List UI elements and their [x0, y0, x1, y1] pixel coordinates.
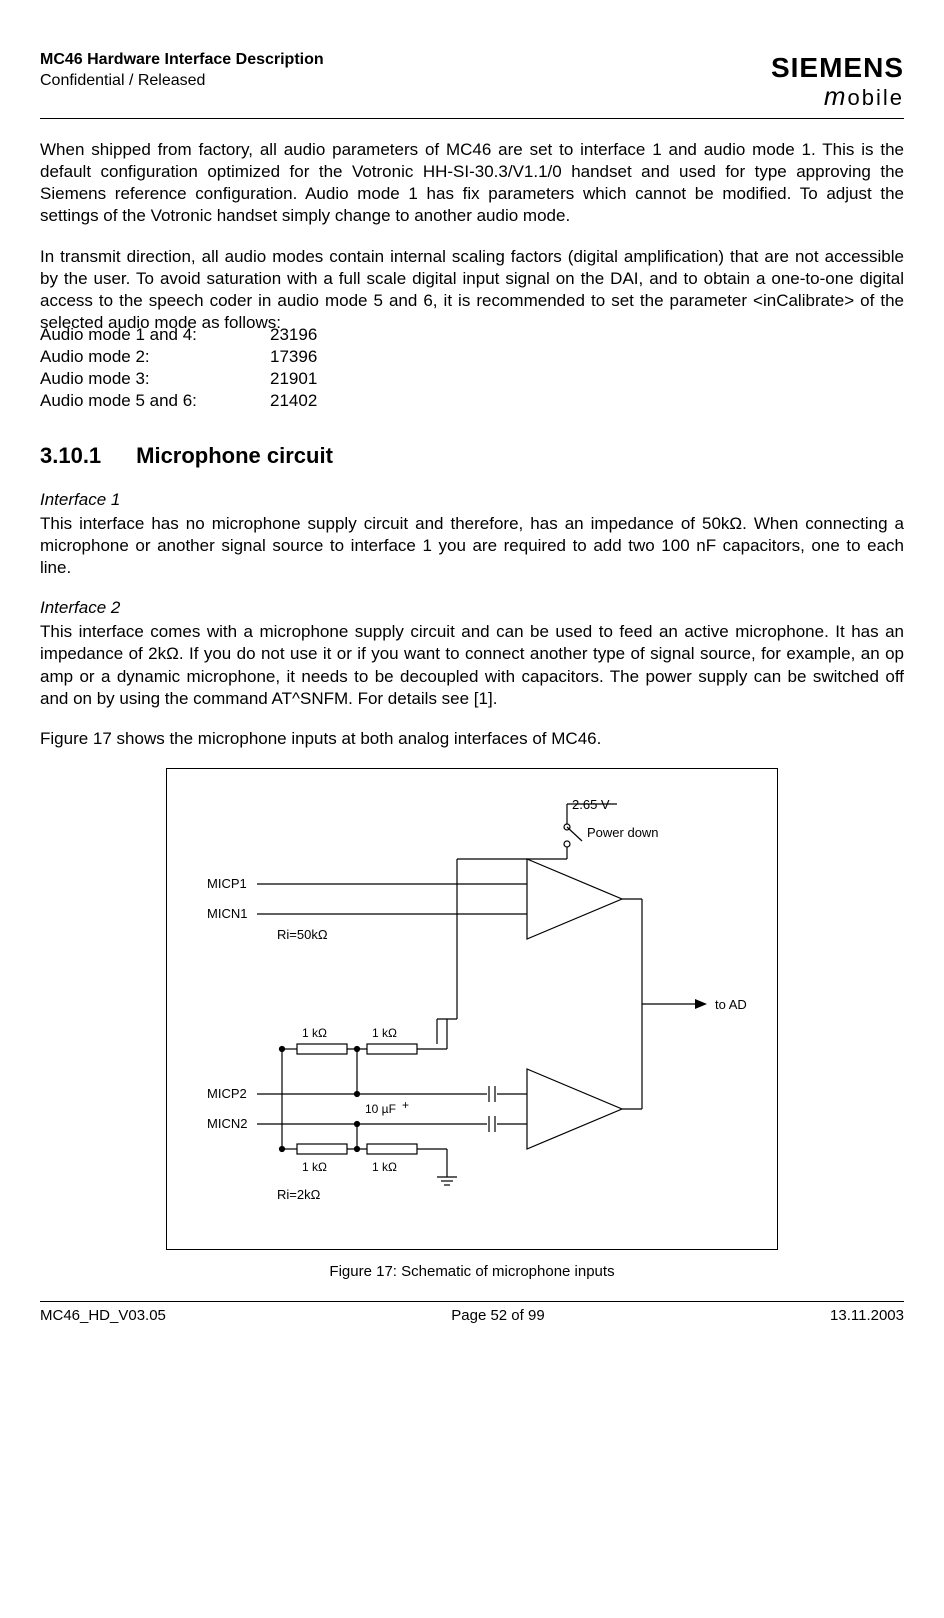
svg-text:1 kΩ: 1 kΩ [302, 1160, 327, 1174]
svg-text:to ADC: to ADC [715, 997, 747, 1012]
audio-row: Audio mode 3: 21901 [40, 368, 904, 390]
audio-row: Audio mode 1 and 4: 23196 [40, 324, 904, 346]
svg-text:1 kΩ: 1 kΩ [372, 1160, 397, 1174]
interface1-text: This interface has no microphone supply … [40, 513, 904, 579]
audio-row: Audio mode 5 and 6: 21402 [40, 390, 904, 412]
audio-label: Audio mode 1 and 4: [40, 324, 270, 346]
audio-label: Audio mode 3: [40, 368, 270, 390]
page-footer: MC46_HD_V03.05 Page 52 of 99 13.11.2003 [40, 1301, 904, 1326]
figure-border: 2.65 VPower downMICP1MICN1Ri=50kΩMICP2MI… [166, 768, 778, 1250]
logo-m: m [824, 81, 848, 111]
svg-text:Ri=50kΩ: Ri=50kΩ [277, 927, 328, 942]
interface2-text: This interface comes with a microphone s… [40, 621, 904, 709]
section-number: 3.10.1 [40, 442, 130, 471]
figure-caption: Figure 17: Schematic of microphone input… [40, 1262, 904, 1282]
footer-left: MC46_HD_V03.05 [40, 1306, 166, 1326]
svg-text:10 µF: 10 µF [365, 1102, 396, 1116]
page-header: MC46 Hardware Interface Description Conf… [40, 50, 904, 119]
page: MC46 Hardware Interface Description Conf… [0, 0, 944, 1356]
audio-label: Audio mode 2: [40, 346, 270, 368]
header-left: MC46 Hardware Interface Description Conf… [40, 50, 324, 92]
section-title: Microphone circuit [136, 443, 333, 468]
svg-text:Power down: Power down [587, 825, 659, 840]
audio-row: Audio mode 2: 17396 [40, 346, 904, 368]
doc-title: MC46 Hardware Interface Description [40, 50, 324, 71]
audio-value: 23196 [270, 324, 317, 346]
svg-text:MICP2: MICP2 [207, 1086, 247, 1101]
section-heading: 3.10.1 Microphone circuit [40, 442, 904, 471]
audio-table: Audio mode 1 and 4: 23196 Audio mode 2: … [40, 324, 904, 412]
audio-value: 17396 [270, 346, 317, 368]
footer-right: 13.11.2003 [830, 1306, 904, 1326]
doc-subtitle: Confidential / Released [40, 71, 324, 92]
svg-text:MICN2: MICN2 [207, 1116, 247, 1131]
svg-text:MICN1: MICN1 [207, 906, 247, 921]
figure-17: 2.65 VPower downMICP1MICN1Ri=50kΩMICP2MI… [40, 768, 904, 1282]
paragraph-1: When shipped from factory, all audio par… [40, 139, 904, 227]
svg-text:1 kΩ: 1 kΩ [302, 1026, 327, 1040]
logo: SIEMENS mobile [771, 50, 904, 114]
audio-value: 21402 [270, 390, 317, 412]
svg-text:MICP1: MICP1 [207, 876, 247, 891]
svg-text:+: + [402, 1098, 409, 1112]
svg-text:1 kΩ: 1 kΩ [372, 1026, 397, 1040]
logo-obile: obile [848, 85, 904, 110]
svg-text:Ri=2kΩ: Ri=2kΩ [277, 1187, 321, 1202]
audio-value: 21901 [270, 368, 317, 390]
interface2-title: Interface 2 [40, 597, 904, 619]
paragraph-3: Figure 17 shows the microphone inputs at… [40, 728, 904, 750]
interface1-title: Interface 1 [40, 489, 904, 511]
footer-center: Page 52 of 99 [451, 1306, 544, 1326]
schematic-svg: 2.65 VPower downMICP1MICN1Ri=50kΩMICP2MI… [187, 789, 747, 1229]
audio-label: Audio mode 5 and 6: [40, 390, 270, 412]
paragraph-2: In transmit direction, all audio modes c… [40, 246, 904, 334]
